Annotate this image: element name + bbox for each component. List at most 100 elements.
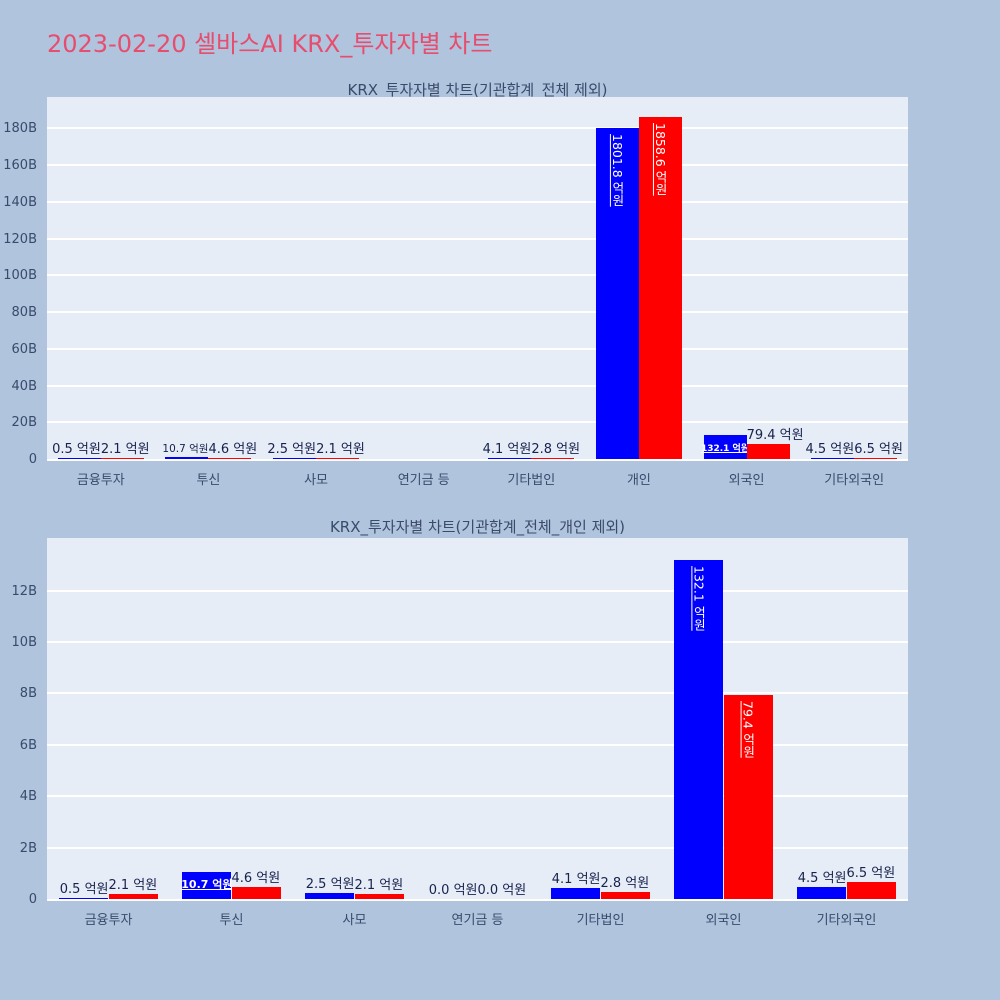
value-label: 132.1 억원 [691, 565, 707, 631]
y-tick-label: 120B [3, 231, 37, 247]
y-tick-label: 100B [3, 268, 37, 284]
x-tick-label: 사모 [342, 913, 367, 928]
bar-red [638, 117, 682, 459]
value-label: 6.5 억원 [854, 441, 903, 457]
value-label: 2.1 억원 [108, 877, 158, 893]
value-label: 2.1 억원 [100, 442, 150, 457]
gridline [47, 795, 908, 798]
plot-area: 0.5 억원 2.1 억원 10.7 억원 4.6 억원 2.5 억원 2.1 억원 4.1… [47, 97, 908, 461]
y-tick-label: 6B [19, 737, 37, 753]
gridline [47, 589, 908, 592]
value-label: 79.4 억원 [740, 700, 756, 758]
gridline [47, 692, 908, 695]
y-tick-label: 0 [28, 892, 37, 907]
value-label: 1801.8 억원 [609, 133, 625, 207]
x-tick-label: 개인 [626, 473, 651, 488]
value-label: 2.5 억원 [267, 442, 317, 457]
bar-red [854, 457, 898, 459]
bar-blue [811, 458, 855, 459]
value-label: 2.8 억원 [531, 442, 581, 457]
plot-area: 0.5 억원 2.1 억원 10.7 억원 4.6 억원 2.5 억원 2.1 억원 0.0… [47, 538, 908, 901]
bar-blue [797, 887, 847, 899]
x-axis: 금융투자 투신 사모 연기금 등 기타법인 외국인 기타외국인 [47, 905, 908, 928]
bar-blue [674, 559, 724, 899]
y-tick-label: 4B [19, 789, 37, 805]
gridline [47, 846, 908, 849]
bar-red [746, 444, 790, 459]
bar-blue [488, 458, 532, 459]
x-tick-label: 투신 [219, 913, 244, 928]
value-label: 0.0 억원 [428, 883, 478, 898]
y-axis: 0 20B 40B 60B 80B 100B 120B 140B 160B 180B [0, 97, 42, 467]
chart-title: KRX_투자자별 차트(기관합계_전체_개인 제외) [329, 518, 626, 536]
bar-blue [182, 871, 232, 899]
bar-red [531, 458, 575, 459]
bar-blue [703, 434, 747, 459]
x-tick-label: 연기금 등 [397, 473, 450, 488]
x-tick-label: 외국인 [705, 913, 742, 928]
x-tick-label: 금융투자 [84, 913, 133, 928]
x-tick-label: 기타외국인 [816, 913, 877, 928]
y-tick-label: 8B [19, 686, 37, 702]
x-axis-line [47, 899, 908, 901]
gridline [47, 384, 908, 387]
gridline [47, 311, 908, 313]
value-label: 2.1 억원 [354, 877, 404, 893]
value-label: 4.6 억원 [208, 442, 258, 457]
page-title: 2023-02-20 셀바스AI KRX_투자자별 차트 [47, 30, 493, 58]
chart-title: KRX_투자자별 차트(기관합계_전체 제외) [347, 81, 608, 99]
x-axis: 금융투자 투신 사모 연기금 등 기타법인 개인 외국인 기타외국인 [47, 465, 908, 488]
gridline [47, 347, 908, 350]
bar-blue [595, 127, 639, 459]
y-tick-label: 10B [11, 635, 37, 651]
y-tick-label: 40B [11, 378, 37, 394]
x-tick-label: 사모 [304, 473, 329, 488]
value-label: 2.8 억원 [600, 875, 650, 891]
gridline [47, 743, 908, 746]
bar-blue [273, 458, 317, 459]
value-label: 4.1 억원 [551, 872, 601, 888]
y-tick-label: 60B [11, 341, 37, 357]
bar-blue [59, 897, 109, 899]
y-tick-label: 2B [19, 840, 37, 856]
y-tick-label: 140B [3, 194, 37, 210]
value-label: 10.7 억원 [181, 878, 233, 892]
bar-blue [57, 458, 101, 459]
value-label: 4.5 억원 [797, 871, 847, 887]
gridline [47, 200, 908, 203]
y-axis: 0 2B 4B 6B 8B 10B 12B [0, 538, 42, 907]
x-tick-label: 기타외국인 [824, 473, 885, 488]
gridline [47, 164, 908, 166]
value-label: 6.5 억원 [846, 866, 896, 882]
value-label: 132.1 억원 [700, 443, 750, 454]
bar-red [354, 893, 404, 899]
value-label: 2.5 억원 [305, 876, 355, 892]
x-tick-label: 투신 [196, 473, 221, 488]
value-label: 0.5 억원 [52, 442, 101, 457]
value-label: 4.1 억원 [482, 442, 532, 457]
y-tick-label: 20B [11, 415, 37, 431]
x-tick-label: 기타법인 [507, 473, 556, 488]
bar-red [846, 882, 896, 899]
bar-red [108, 893, 158, 899]
y-tick-label: 80B [11, 305, 37, 320]
value-label: 2.1 억원 [316, 442, 365, 457]
gridline [47, 127, 908, 130]
value-label: 0.5 억원 [59, 881, 109, 897]
x-tick-label: 기타법인 [576, 913, 625, 928]
value-label: 0.0 억원 [477, 883, 527, 898]
bar-blue [551, 888, 601, 899]
bar-blue [305, 892, 355, 899]
x-tick-label: 연기금 등 [451, 913, 504, 928]
y-tick-label: 160B [3, 158, 37, 173]
x-tick-label: 외국인 [728, 473, 765, 488]
y-tick-label: 0 [28, 452, 37, 467]
bar-blue [165, 457, 209, 459]
gridline [47, 237, 908, 240]
bar-red [316, 458, 360, 459]
bar-red [723, 695, 773, 899]
gridline [47, 274, 908, 277]
value-label: 4.5 억원 [805, 442, 855, 457]
value-label: 79.4 억원 [746, 428, 804, 444]
value-label: 4.6 억원 [231, 871, 281, 887]
